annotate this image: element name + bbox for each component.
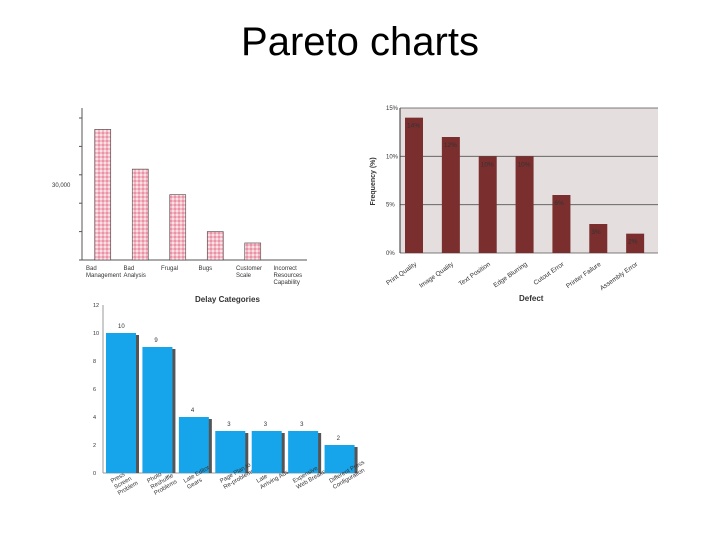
bar (142, 347, 173, 473)
x-tick-label: Cutout Error (533, 260, 567, 287)
data-label: 3 (227, 422, 231, 428)
bar (169, 194, 187, 261)
data-label: 9 (154, 338, 158, 344)
y-tick-label: 6 (93, 387, 96, 393)
y-axis-label: Frequency (%) (370, 157, 377, 205)
y-tick-label: 0% (386, 251, 395, 257)
data-label: 4 (191, 408, 195, 414)
y-tick-label: 10 (93, 331, 99, 337)
data-label: 3% (591, 229, 601, 236)
bar (178, 417, 209, 473)
data-label: 10% (481, 161, 494, 168)
y-tick-label: 12 (93, 303, 99, 309)
x-tick-label: Bugs (199, 266, 213, 272)
bar (215, 431, 246, 473)
x-tick-label: Assembly Error (599, 260, 640, 292)
y-tick-label: 2 (93, 443, 96, 449)
y-tick-label: 4 (93, 415, 96, 421)
x-tick-label: Printer Failure (565, 261, 603, 290)
bar (244, 242, 262, 261)
x-axis-label: Defect (519, 294, 544, 303)
x-tick-label: Text Position (458, 261, 493, 288)
x-tick-label: Customer Scale (236, 266, 262, 279)
bar (478, 156, 497, 253)
bar (106, 333, 136, 473)
bar (94, 129, 112, 261)
x-tick-label: Frugal (161, 266, 178, 272)
x-tick-label: Edge Blurring (492, 261, 529, 290)
y-tick-label: 15% (386, 106, 399, 112)
bar (552, 195, 571, 253)
chart-title: Delay Categories (195, 295, 260, 304)
data-label: 2 (337, 436, 341, 442)
bar (251, 431, 282, 473)
bar (405, 117, 423, 254)
y-tick-label: 10% (386, 154, 399, 160)
data-label: 10% (518, 161, 531, 168)
x-tick-label: Image Quality (418, 260, 455, 289)
bar (441, 137, 460, 253)
x-tick-label: Bad Analysis (124, 266, 146, 279)
x-tick-label: Print Quality (385, 260, 419, 286)
data-label: 3 (300, 422, 304, 428)
page-title: Pareto charts (241, 20, 479, 64)
data-label: 3 (264, 422, 268, 428)
bar (206, 231, 224, 261)
y-axis-label: 30,000 (52, 183, 71, 189)
chart-defect-frequency: 0% 5% 10% 15% 14% Print Quality 12% Image Quali… (370, 106, 658, 303)
data-label: 6% (554, 200, 564, 207)
data-label: 2% (628, 239, 638, 246)
y-tick-label: 0 (93, 471, 96, 477)
bar (288, 431, 319, 473)
x-tick-label: Bad Management (86, 266, 121, 279)
bar (131, 168, 149, 261)
chart-delay-categories: Delay Categories02468101210PressScreenPr… (93, 295, 366, 497)
bar (589, 224, 608, 253)
x-tick-label: Incorrect Resources Capability (274, 266, 303, 286)
data-label: 14% (407, 123, 420, 130)
bar (515, 156, 534, 253)
data-label: 12% (444, 142, 457, 149)
y-tick-label: 5% (386, 203, 395, 209)
data-label: 10 (118, 324, 125, 330)
bar (626, 233, 645, 253)
y-tick-label: 8 (93, 359, 96, 365)
bar (324, 445, 355, 473)
